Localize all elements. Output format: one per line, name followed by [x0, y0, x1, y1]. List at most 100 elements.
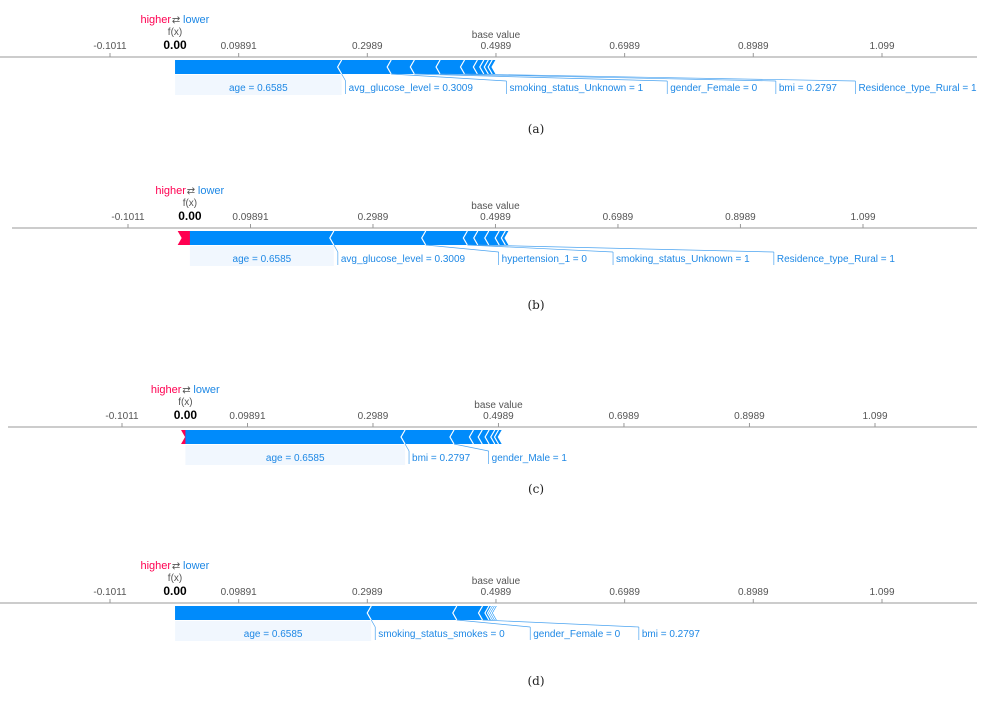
- feature-label: bmi = 0.2797: [642, 629, 701, 640]
- negative-force-segment: [490, 430, 499, 444]
- negative-force-segment: [452, 606, 483, 620]
- negative-force-segment: [387, 60, 415, 74]
- feature-connector: [370, 619, 376, 628]
- x-tick-label: 1.099: [869, 587, 894, 598]
- segment-divider: [484, 429, 490, 445]
- x-tick-label: 0.8989: [738, 587, 769, 598]
- fx-value: 0.00: [163, 584, 187, 598]
- feature-connector: [467, 244, 614, 253]
- fx-value: 0.00: [178, 209, 202, 223]
- panel-caption: (d): [527, 674, 544, 688]
- segment-divider: [409, 59, 415, 75]
- feature-label: age = 0.6585: [244, 629, 303, 640]
- segment-divider: [500, 230, 506, 246]
- segment-divider: [473, 230, 479, 246]
- segment-divider: [484, 230, 490, 246]
- base-value-label: base value: [472, 576, 521, 587]
- negative-force-segment: [189, 231, 334, 245]
- negative-force-segment: [463, 231, 478, 245]
- feature-label-bg: [189, 246, 334, 266]
- negative-force-segment: [460, 60, 478, 74]
- segment-divider: [477, 605, 484, 621]
- negative-force-segment: [473, 231, 489, 245]
- segment-divider: [472, 59, 478, 75]
- feature-connector: [404, 443, 410, 452]
- segment-divider: [421, 230, 427, 246]
- negative-force-segment: [436, 60, 465, 74]
- segment-divider: [490, 605, 496, 621]
- feature-connector: [333, 244, 339, 253]
- x-tick-label: -0.1011: [105, 411, 139, 422]
- legend: higher ⇄ lower: [140, 560, 209, 572]
- negative-force-segment: [501, 231, 509, 245]
- panel-caption: (a): [528, 122, 545, 136]
- x-tick-label: 0.09891: [232, 212, 269, 223]
- legend-lower: lower: [183, 14, 210, 26]
- base-value-label: base value: [472, 30, 521, 41]
- feature-connector: [477, 244, 774, 253]
- feature-connector: [414, 73, 668, 82]
- feature-connector: [482, 619, 639, 628]
- feature-label: smoking_status_Unknown = 1: [509, 83, 643, 94]
- x-tick-label: -0.1011: [93, 41, 127, 52]
- segment-divider: [484, 605, 490, 621]
- negative-force-segment: [488, 60, 496, 74]
- feature-label: hypertension_1 = 0: [502, 254, 588, 265]
- feature-label: age = 0.6585: [266, 453, 325, 464]
- x-tick-label: 0.6989: [603, 212, 634, 223]
- feature-label: Residence_type_Rural = 1: [858, 83, 977, 94]
- negative-force-segment: [410, 60, 441, 74]
- segment-divider: [400, 429, 406, 445]
- segment-divider: [462, 230, 468, 246]
- negative-force-segment: [449, 430, 474, 444]
- segment-divider: [386, 59, 392, 75]
- negative-force-segment: [484, 231, 500, 245]
- positive-force-segment: [177, 231, 194, 245]
- negative-force-segment: [185, 430, 406, 444]
- base-value-label: base value: [474, 400, 523, 411]
- x-tick-label: 0.09891: [221, 587, 258, 598]
- feature-connector: [464, 73, 856, 82]
- segment-divider: [449, 429, 455, 445]
- legend-lower: lower: [193, 384, 220, 396]
- x-tick-label: 0.4989: [483, 411, 514, 422]
- segment-divider: [366, 605, 372, 621]
- feature-label: avg_glucose_level = 0.3009: [341, 254, 466, 265]
- x-tick-label: 1.099: [862, 411, 887, 422]
- feature-label: avg_glucose_level = 0.3009: [349, 83, 474, 94]
- x-tick-label: 0.4989: [480, 212, 511, 223]
- negative-force-segment: [494, 430, 502, 444]
- legend-lower: lower: [183, 560, 210, 572]
- segment-divider: [477, 429, 483, 445]
- negative-force-segment: [175, 606, 372, 620]
- segment-divider: [483, 59, 489, 75]
- x-tick-label: -0.1011: [111, 212, 145, 223]
- negative-force-segment: [469, 430, 483, 444]
- x-tick-label: 1.099: [869, 41, 894, 52]
- feature-label: age = 0.6585: [233, 254, 292, 265]
- legend-arrows-icon: ⇄: [172, 15, 180, 26]
- feature-connector: [456, 619, 531, 628]
- fx-label: f(x): [168, 573, 182, 584]
- x-tick-label: 0.4989: [481, 41, 512, 52]
- legend-arrows-icon: ⇄: [187, 186, 195, 197]
- feature-label: age = 0.6585: [229, 83, 288, 94]
- x-tick-label: 0.6989: [609, 587, 640, 598]
- segment-divider: [468, 429, 474, 445]
- negative-force-segment: [337, 60, 392, 74]
- legend-higher: higher: [151, 384, 182, 396]
- segment-divider: [494, 230, 500, 246]
- segment-divider: [488, 605, 494, 621]
- legend-arrows-icon: ⇄: [172, 561, 180, 572]
- segment-divider: [493, 429, 500, 445]
- x-tick-label: 0.09891: [221, 41, 258, 52]
- legend-higher: higher: [140, 560, 171, 572]
- legend: higher ⇄ lower: [155, 185, 224, 197]
- legend: higher ⇄ lower: [140, 14, 209, 26]
- fx-value: 0.00: [174, 408, 198, 422]
- feature-connector: [453, 443, 489, 452]
- negative-force-segment: [401, 430, 454, 444]
